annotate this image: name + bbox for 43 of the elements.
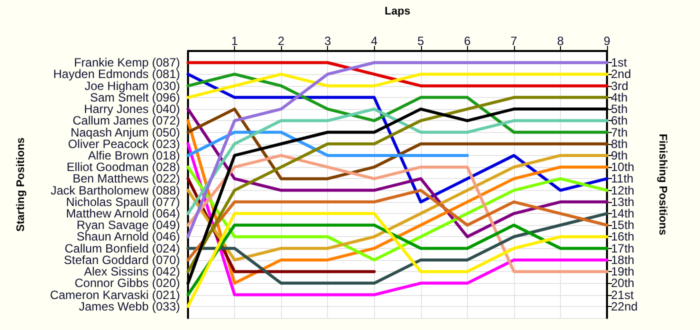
line-series bbox=[186, 212, 608, 308]
y-tick-label: 5th bbox=[611, 102, 628, 116]
text: Starting Positions bbox=[15, 137, 27, 232]
y-tick-label: 11th bbox=[611, 172, 634, 186]
y-tick-label: 6th bbox=[611, 114, 628, 128]
x-tick-label: 5 bbox=[417, 34, 424, 48]
y-tick-label: 14th bbox=[611, 206, 634, 221]
y-tick-label: 20th bbox=[611, 276, 634, 290]
y-tick-label: 16th bbox=[611, 230, 634, 244]
line-series bbox=[186, 212, 608, 285]
y-tick-label: 2nd bbox=[611, 67, 632, 82]
y-tick-label: 7th bbox=[611, 125, 628, 140]
y-tick-label: 15th bbox=[611, 218, 634, 232]
y-tick-label: 21st bbox=[611, 288, 634, 302]
line-series bbox=[186, 108, 608, 180]
x-axis-title: Laps bbox=[384, 6, 410, 18]
line-series bbox=[186, 108, 608, 216]
y-tick-label: 19th bbox=[611, 264, 634, 279]
x-tick-label: 9 bbox=[604, 34, 611, 48]
series-label: Frankie Kemp (087) bbox=[74, 56, 180, 70]
y-tick-label: 8th bbox=[611, 136, 628, 151]
y-tick-label: 1st bbox=[611, 56, 628, 70]
y-tick-label: 12th bbox=[611, 183, 634, 198]
x-tick-label: 2 bbox=[278, 34, 285, 48]
x-tick-label: 3 bbox=[324, 34, 332, 48]
y-tick-label: 13th bbox=[611, 194, 634, 209]
y-tick-label: 10th bbox=[611, 160, 634, 174]
line-series bbox=[186, 72, 608, 134]
x-tick-label: 6 bbox=[464, 34, 471, 48]
y-tick-label: 3rd bbox=[611, 78, 628, 93]
line-series bbox=[186, 188, 608, 262]
y-tick-label: 9th bbox=[611, 148, 628, 162]
x-tick-label: 1 bbox=[231, 34, 238, 48]
line-series bbox=[186, 108, 608, 238]
x-tick-label: 4 bbox=[370, 34, 378, 48]
y-tick-label: 4th bbox=[611, 90, 628, 104]
y-tick-label: 18th bbox=[611, 252, 634, 267]
x-tick-label: 8 bbox=[557, 34, 564, 48]
y-tick-label: 17th bbox=[611, 241, 634, 256]
y2-axis-title: Finishing Positions bbox=[656, 134, 668, 236]
y-tick-label: 22nd bbox=[611, 299, 638, 314]
line-series bbox=[186, 61, 608, 238]
x-tick-label: 7 bbox=[510, 34, 518, 48]
